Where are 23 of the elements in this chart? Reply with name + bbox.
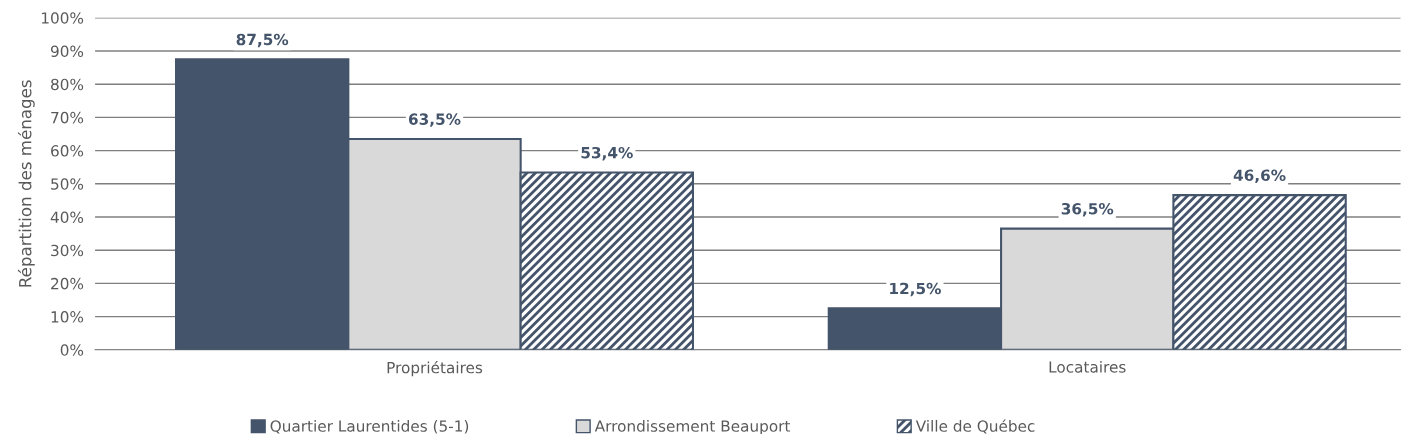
y-tick-label: 50% — [51, 178, 84, 190]
data-label: 46,6% — [1233, 169, 1286, 183]
y-tick-label: 90% — [50, 45, 84, 58]
y-tick-label: 20% — [51, 277, 84, 290]
legend-label: Arrondissement Beauport — [594, 420, 791, 434]
data-label: 63,5% — [408, 113, 461, 127]
legend-label: Ville de Québec — [915, 419, 1035, 434]
x-tick-label: Locataires — [1049, 360, 1126, 373]
y-tick-label: 80% — [51, 78, 84, 91]
y-tick-label: 30% — [51, 244, 84, 257]
y-tick-label: 60% — [51, 145, 84, 157]
y-axis-title: Répartition des ménages — [17, 80, 35, 287]
data-label: 87,5% — [236, 33, 289, 48]
y-tick-label: 70% — [51, 111, 84, 124]
y-tick-label: 40% — [50, 211, 84, 224]
data-label: 12,5% — [890, 282, 941, 297]
data-label: 36,5% — [1061, 202, 1114, 217]
y-tick-label: 0% — [60, 344, 84, 356]
data-label: 53,4% — [581, 146, 633, 161]
y-tick-label: 10% — [51, 311, 84, 323]
x-tick-label: Propriétaires — [387, 360, 483, 377]
legend-label: Quartier Laurentides (5-1) — [270, 420, 469, 434]
y-tick-label: 100% — [41, 12, 84, 24]
